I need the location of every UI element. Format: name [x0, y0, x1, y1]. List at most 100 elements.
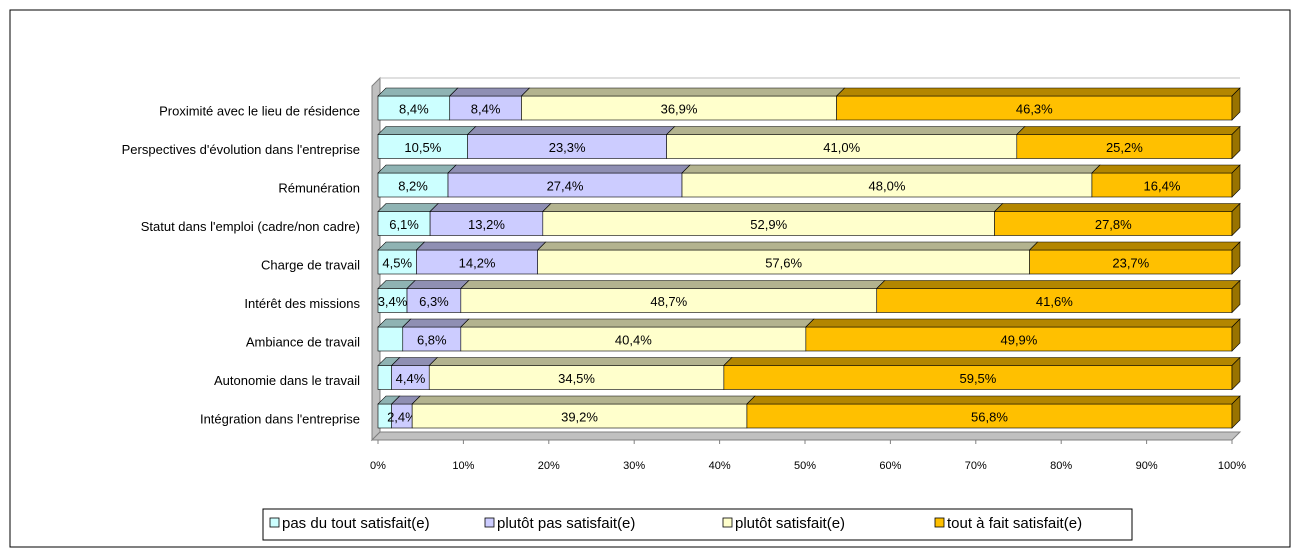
bar-segment-top — [466, 126, 676, 135]
data-label: 4,5% — [382, 255, 412, 270]
data-label: 39,2% — [561, 409, 598, 424]
bar-segment-side — [1231, 395, 1241, 429]
legend-label: pas du tout satisfait(e) — [282, 515, 430, 532]
legend-label: plutôt satisfait(e) — [735, 515, 845, 532]
data-label: 27,4% — [547, 178, 584, 193]
bar-segment — [449, 95, 522, 121]
data-label: 41,0% — [823, 140, 860, 155]
floor — [370, 431, 1242, 441]
data-label: 57,6% — [765, 255, 802, 270]
data-label: 8,2% — [398, 178, 428, 193]
x-tick-label: 10% — [452, 460, 474, 472]
bar-segment-top — [447, 164, 691, 174]
bar-segment — [1091, 172, 1233, 198]
bar-segment — [537, 249, 1030, 275]
category-label: Charge de travail — [261, 257, 360, 272]
legend-box — [262, 508, 1133, 541]
x-tick-label: 0% — [370, 460, 386, 472]
data-label: 48,0% — [869, 178, 906, 193]
bar-segment — [460, 326, 807, 352]
data-label: 41,6% — [1036, 294, 1073, 309]
data-label: 25,2% — [1106, 140, 1143, 155]
bar-segment — [428, 365, 725, 390]
bar-segment — [377, 365, 392, 390]
bar-segment — [377, 211, 431, 236]
bar-segment-top — [520, 87, 846, 97]
bar-segment-top — [681, 164, 1101, 174]
legend-swatch — [269, 517, 280, 528]
data-label: 59,5% — [959, 371, 996, 386]
data-label: 8,4% — [399, 101, 429, 116]
bar-segment — [994, 211, 1233, 236]
bar-segment-top — [415, 241, 547, 251]
bar-segment-top — [1028, 241, 1241, 251]
bar-segment-side — [1231, 241, 1241, 275]
bar-segment-top — [746, 395, 1241, 405]
bar-segment-top — [377, 164, 457, 174]
bar-segment-top — [542, 203, 1004, 212]
bar-segment — [377, 95, 451, 121]
data-label: 6,3% — [419, 294, 449, 309]
category-label: Proximité avec le lieu de résidence — [159, 103, 360, 118]
bar-segment — [416, 249, 538, 275]
bar-segment-top — [411, 395, 756, 405]
bar-segment-top — [406, 280, 470, 289]
data-label: 14,2% — [459, 255, 496, 270]
x-tick-label: 50% — [794, 460, 816, 472]
bar-segment — [681, 172, 1093, 198]
bar-segment-top — [460, 280, 886, 289]
legend-swatch — [934, 517, 945, 528]
bar-segment — [805, 326, 1233, 352]
bar-segment — [429, 211, 544, 236]
legend-swatch — [484, 517, 495, 528]
category-label: Rémunération — [278, 180, 360, 195]
data-label: 4,4% — [396, 371, 426, 386]
data-label: 3,4% — [378, 294, 408, 309]
bar-segment-top — [402, 318, 470, 328]
x-tick-label: 60% — [879, 460, 901, 472]
data-label: 34,5% — [558, 371, 595, 386]
category-label: Intérêt des missions — [244, 296, 360, 311]
data-label: 6,1% — [389, 217, 419, 232]
bar-segment — [467, 134, 667, 159]
bar-segment-top — [1016, 126, 1241, 135]
bar-segment-top — [377, 203, 439, 212]
bar-segment-side — [1231, 87, 1241, 121]
data-label: 10,5% — [404, 140, 441, 155]
bar-segment — [521, 95, 837, 121]
legend-swatch — [722, 517, 733, 528]
x-tick-label: 30% — [623, 460, 645, 472]
bar-segment — [542, 211, 995, 236]
data-label: 27,8% — [1095, 217, 1132, 232]
bar-segment-top — [460, 318, 815, 328]
data-label: 2,4% — [387, 409, 417, 424]
bar-segment — [411, 403, 748, 429]
bar-segment — [406, 288, 462, 313]
category-label: Perspectives d'évolution dans l'entrepri… — [122, 142, 360, 157]
data-label: 16,4% — [1144, 178, 1181, 193]
bar-segment-top — [429, 203, 552, 212]
bar-segment-top — [377, 87, 459, 97]
legend-label: tout à fait satisfait(e) — [947, 515, 1082, 532]
bar-segment-top — [665, 126, 1026, 135]
data-label: 49,9% — [1000, 332, 1037, 347]
data-label: 36,9% — [661, 101, 698, 116]
data-label: 13,2% — [468, 217, 505, 232]
data-label: 8,4% — [471, 101, 501, 116]
bar-segment-top — [876, 280, 1241, 289]
bar-segment-side — [1231, 125, 1241, 160]
bar-segment-top — [428, 357, 733, 366]
bar-segment — [447, 172, 683, 198]
bar-segment — [723, 365, 1233, 390]
bar-segment-side — [1231, 279, 1241, 314]
bar-segment-top — [449, 87, 531, 97]
data-label: 23,3% — [549, 140, 586, 155]
bar-segment-top — [835, 87, 1241, 97]
x-tick-label: 20% — [538, 460, 560, 472]
bar-segment — [666, 134, 1018, 159]
data-label: 56,8% — [971, 409, 1008, 424]
bar-segment-side — [1231, 318, 1241, 352]
category-label: Autonomie dans le travail — [214, 373, 360, 388]
bar-segment — [377, 326, 404, 352]
data-label: 52,9% — [750, 217, 787, 232]
